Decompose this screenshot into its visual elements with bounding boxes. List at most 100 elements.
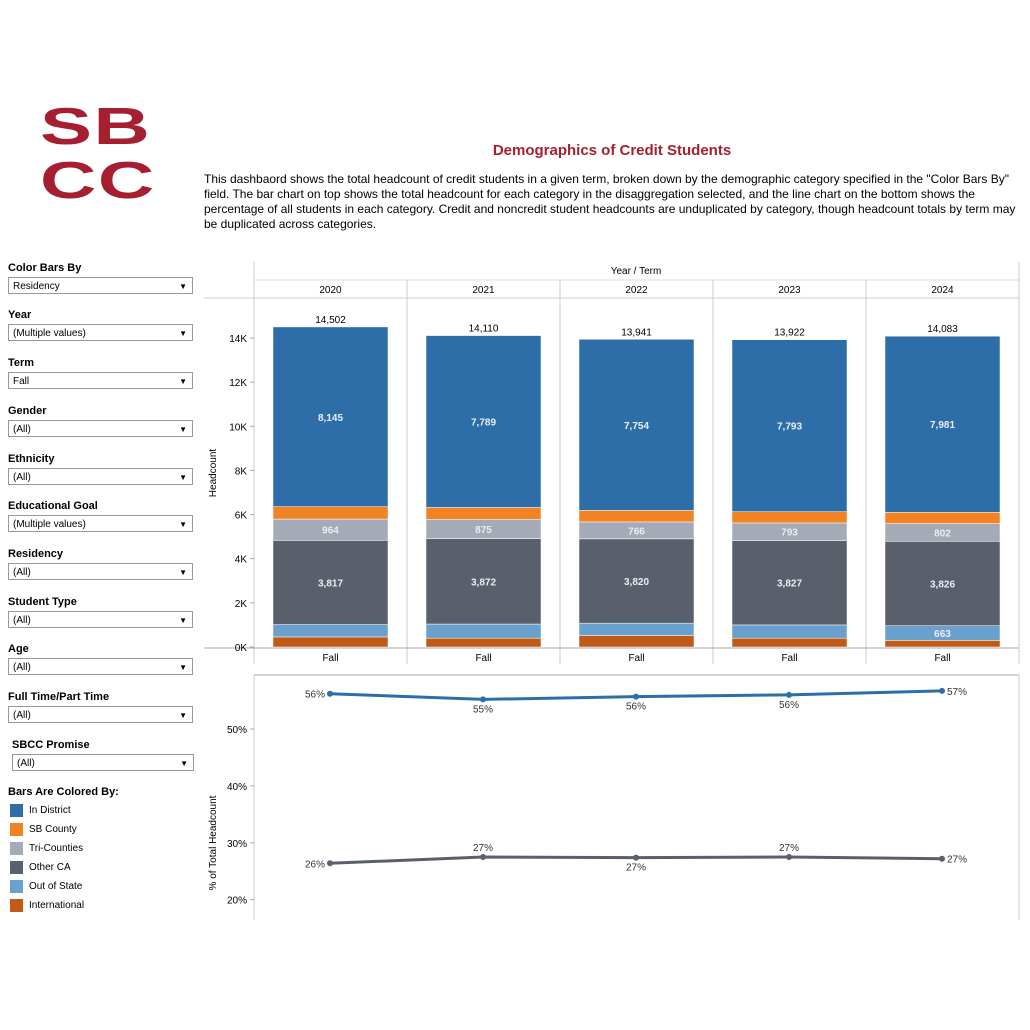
y-tick-label: 10K	[229, 422, 247, 433]
line-point	[786, 854, 792, 861]
line-point-label: 27%	[947, 855, 967, 866]
y-tick-label: 14K	[229, 334, 247, 345]
bar-total-label: 14,083	[927, 324, 958, 335]
bar-segment-in-district	[884, 335, 1001, 513]
chevron-down-icon: ▼	[180, 759, 188, 768]
filter-value: Residency	[13, 281, 60, 292]
filter-label: Color Bars By	[8, 262, 82, 274]
filter-dropdown[interactable]: (All) ▼	[8, 706, 193, 723]
filter-label: Educational Goal	[8, 500, 98, 512]
y-tick-label: 8K	[235, 466, 248, 477]
bar-segment-other-ca	[272, 540, 389, 625]
filter-value: (All)	[13, 472, 31, 483]
chevron-down-icon: ▼	[179, 329, 187, 338]
line-point-label: 56%	[305, 690, 325, 701]
line-point	[633, 854, 639, 861]
filter-value: (All)	[13, 615, 31, 626]
legend-swatch	[10, 861, 23, 874]
y-tick-label: 30%	[227, 839, 247, 850]
filter-label: SBCC Promise	[12, 739, 90, 751]
filter-label: Residency	[8, 548, 64, 560]
filter-value: (All)	[17, 758, 35, 769]
filter-dropdown[interactable]: (All) ▼	[8, 563, 193, 580]
legend-item[interactable]: SB County	[10, 823, 77, 837]
year-header: 2020	[319, 285, 342, 296]
year-header: 2022	[625, 285, 648, 296]
filter-value: (All)	[13, 662, 31, 673]
bar-segment-out-of-state	[425, 623, 542, 639]
legend-label: International	[29, 900, 85, 912]
bar-segment-out-of-state	[578, 622, 695, 636]
line-point-label: 56%	[626, 702, 646, 713]
filter-label: Year	[8, 309, 32, 321]
line-point	[327, 860, 333, 867]
line-point	[633, 693, 639, 700]
legend-item[interactable]: Tri-Counties	[10, 842, 83, 856]
legend-item[interactable]: In District	[10, 804, 71, 818]
bar-segment-label: 7,793	[777, 422, 802, 433]
page-description: This dashbaord shows the total headcount…	[204, 172, 1016, 231]
y-axis-title: % of Total Headcount	[208, 795, 219, 890]
legend-swatch	[10, 880, 23, 893]
bar-segment-label: 3,820	[624, 577, 649, 588]
legend-item[interactable]: Out of State	[10, 880, 82, 894]
line-point-label: 26%	[305, 859, 325, 870]
chevron-down-icon: ▼	[179, 663, 187, 672]
legend-label: SB County	[29, 824, 77, 836]
filter-dropdown[interactable]: (Multiple values) ▼	[8, 324, 193, 341]
line-point	[480, 696, 486, 703]
line-point-label: 55%	[473, 704, 493, 715]
column-header: Year / Term	[611, 266, 662, 277]
year-header: 2024	[931, 285, 954, 296]
filter-dropdown[interactable]: (All) ▼	[8, 658, 193, 675]
chevron-down-icon: ▼	[179, 568, 187, 577]
filter-dropdown[interactable]: (Multiple values) ▼	[8, 515, 193, 532]
line-point-label: 56%	[779, 700, 799, 711]
filter-dropdown[interactable]: (All) ▼	[8, 611, 193, 628]
filter-dropdown[interactable]: Residency ▼	[8, 277, 193, 294]
chevron-down-icon: ▼	[179, 711, 187, 720]
legend-swatch	[10, 804, 23, 817]
y-tick-label: 0K	[235, 643, 248, 654]
filter-dropdown[interactable]: (All) ▼	[12, 754, 194, 771]
bar-total-label: 14,502	[315, 315, 346, 326]
y-tick-label: 6K	[235, 511, 248, 522]
bar-segment-label: 3,826	[930, 580, 955, 591]
filter-value: (All)	[13, 710, 31, 721]
filter-dropdown[interactable]: (All) ▼	[8, 420, 193, 437]
bar-segment-label: 875	[475, 525, 492, 536]
filter-value: Fall	[13, 376, 30, 387]
filter-dropdown[interactable]: Fall ▼	[8, 372, 193, 389]
chevron-down-icon: ▼	[179, 520, 187, 529]
line-point	[480, 854, 486, 861]
y-axis-title: Headcount	[208, 449, 219, 498]
y-tick-label: 50%	[227, 725, 247, 736]
term-label: Fall	[475, 653, 491, 664]
bar-segment-label: 3,817	[318, 578, 343, 589]
term-label: Fall	[628, 653, 644, 664]
bar-segment-label: 793	[781, 528, 798, 539]
bar-segment-label: 7,981	[930, 420, 955, 431]
bar-segment-label: 8,145	[318, 413, 343, 424]
filter-label: Gender	[8, 405, 47, 417]
legend-title: Bars Are Colored By:	[8, 786, 119, 798]
filter-label: Age	[8, 643, 29, 655]
bar-total-label: 14,110	[469, 324, 499, 335]
legend-item[interactable]: Other CA	[10, 861, 71, 875]
legend-label: Tri-Counties	[29, 843, 84, 855]
legend-item[interactable]: International	[10, 899, 84, 913]
bar-segment-in-district	[731, 339, 848, 512]
chevron-down-icon: ▼	[179, 425, 187, 434]
legend-label: Other CA	[29, 862, 71, 874]
bar-segment-out-of-state	[731, 624, 848, 639]
bar-segment-other-ca	[884, 541, 1001, 626]
line-point-label: 27%	[779, 843, 799, 854]
line-point-label: 27%	[626, 863, 646, 874]
legend-swatch	[10, 899, 23, 912]
filter-dropdown[interactable]: (All) ▼	[8, 468, 193, 485]
bar-segment-international	[425, 637, 542, 648]
chevron-down-icon: ▼	[179, 282, 187, 291]
line-point-label: 27%	[473, 843, 493, 854]
filter-value: (Multiple values)	[13, 519, 86, 530]
